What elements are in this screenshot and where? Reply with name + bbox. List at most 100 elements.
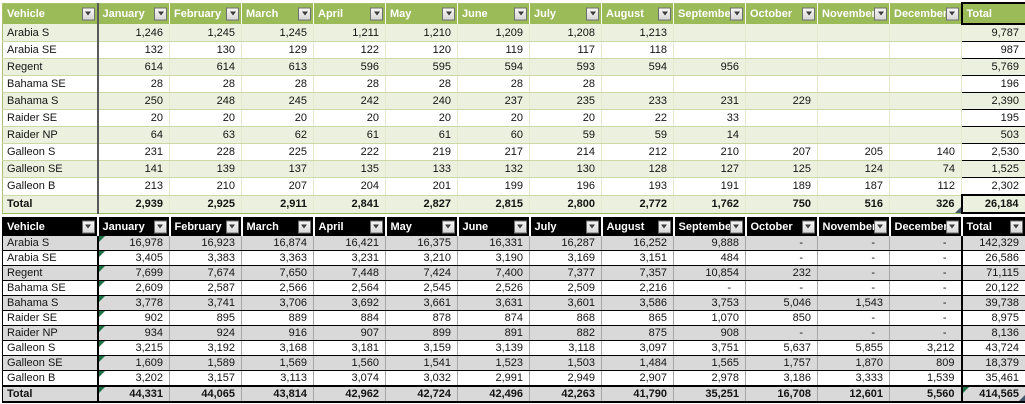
month-value-cell[interactable]: - — [889, 250, 962, 266]
month-value-cell[interactable]: 28 — [313, 75, 386, 93]
month-value-cell[interactable]: 907 — [313, 325, 386, 341]
month-value-cell[interactable]: 10,854 — [673, 265, 746, 281]
month-value-cell[interactable]: - — [745, 235, 818, 251]
vehicle-name-cell[interactable]: Arabia SE — [2, 250, 99, 266]
month-value-cell[interactable]: 1,541 — [385, 355, 458, 371]
month-value-cell[interactable]: 3,151 — [601, 250, 674, 266]
filter-dropdown-button[interactable] — [585, 220, 599, 234]
row-total-cell[interactable]: 9,787 — [961, 23, 1025, 42]
month-value-cell[interactable]: - — [745, 325, 818, 341]
month-value-cell[interactable]: 2,566 — [241, 280, 314, 296]
month-value-cell[interactable] — [889, 58, 962, 76]
filter-dropdown-button[interactable] — [730, 7, 743, 21]
vehicle-name-cell[interactable]: Bahama SE — [2, 280, 99, 296]
month-value-cell[interactable]: 231 — [673, 92, 746, 110]
month-value-cell[interactable]: 12,601 — [817, 385, 890, 403]
filter-dropdown-button[interactable] — [513, 220, 527, 234]
month-value-cell[interactable]: 614 — [97, 58, 170, 76]
vehicle-name-cell[interactable]: Galleon S — [2, 340, 99, 356]
vehicle-name-cell[interactable]: Bahama S — [2, 92, 99, 110]
month-value-cell[interactable] — [745, 24, 818, 42]
month-value-cell[interactable]: 2,911 — [241, 194, 314, 214]
month-value-cell[interactable]: 59 — [601, 126, 674, 144]
month-value-cell[interactable]: 127 — [673, 160, 746, 178]
row-total-cell[interactable]: 8,136 — [960, 325, 1025, 341]
month-value-cell[interactable]: 2,526 — [457, 280, 530, 296]
month-value-cell[interactable]: 7,699 — [97, 265, 170, 281]
month-value-cell[interactable]: 1,070 — [673, 310, 746, 326]
month-value-cell[interactable]: 210 — [673, 143, 746, 161]
month-value-cell[interactable]: 2,545 — [385, 280, 458, 296]
month-value-cell[interactable]: 594 — [601, 58, 674, 76]
row-total-cell[interactable]: 2,390 — [961, 92, 1025, 110]
month-value-cell[interactable]: 1,609 — [97, 355, 170, 371]
month-value-cell[interactable]: 868 — [529, 310, 602, 326]
month-value-cell[interactable]: 596 — [313, 58, 386, 76]
row-total-cell[interactable]: 18,379 — [960, 355, 1025, 371]
month-value-cell[interactable]: 1,245 — [169, 24, 242, 42]
month-value-cell[interactable] — [745, 109, 818, 127]
month-value-cell[interactable]: 884 — [313, 310, 386, 326]
month-value-cell[interactable]: 44,331 — [97, 385, 170, 403]
month-value-cell[interactable]: 28 — [529, 75, 602, 93]
month-value-cell[interactable]: 207 — [745, 143, 818, 161]
month-value-cell[interactable]: 133 — [385, 160, 458, 178]
month-value-cell[interactable]: 3,139 — [457, 340, 530, 356]
month-value-cell[interactable]: 217 — [457, 143, 530, 161]
filter-dropdown-button[interactable] — [81, 7, 95, 21]
month-value-cell[interactable]: 119 — [457, 41, 530, 59]
month-value-cell[interactable]: 902 — [97, 310, 170, 326]
month-value-cell[interactable]: 878 — [385, 310, 458, 326]
month-value-cell[interactable]: 1,539 — [889, 370, 962, 387]
vehicle-name-cell[interactable]: Bahama SE — [2, 75, 99, 93]
month-value-cell[interactable]: - — [889, 310, 962, 326]
month-value-cell[interactable]: 750 — [745, 194, 818, 214]
month-value-cell[interactable]: 3,586 — [601, 295, 674, 311]
month-value-cell[interactable]: 60 — [457, 126, 530, 144]
month-value-cell[interactable]: 614 — [169, 58, 242, 76]
month-value-cell[interactable]: 5,855 — [817, 340, 890, 356]
month-value-cell[interactable]: 899 — [385, 325, 458, 341]
month-value-cell[interactable] — [889, 75, 962, 93]
vehicle-name-cell[interactable]: Arabia S — [2, 235, 99, 251]
vehicle-name-cell[interactable]: Regent — [2, 265, 99, 281]
month-value-cell[interactable]: 594 — [457, 58, 530, 76]
vehicle-name-cell[interactable]: Raider SE — [2, 310, 99, 326]
month-value-cell[interactable]: 484 — [673, 250, 746, 266]
month-value-cell[interactable]: 191 — [673, 177, 746, 196]
month-value-cell[interactable]: 229 — [745, 92, 818, 110]
month-value-cell[interactable]: 141 — [97, 160, 170, 178]
row-total-cell[interactable]: 39,738 — [960, 295, 1025, 311]
month-value-cell[interactable]: 956 — [673, 58, 746, 76]
month-value-cell[interactable]: 62 — [241, 126, 314, 144]
month-value-cell[interactable]: 212 — [601, 143, 674, 161]
month-value-cell[interactable]: 882 — [529, 325, 602, 341]
month-value-cell[interactable]: 44,065 — [169, 385, 242, 403]
row-total-cell[interactable]: 5,769 — [961, 58, 1025, 76]
filter-dropdown-button[interactable] — [945, 7, 959, 21]
month-value-cell[interactable]: 14 — [673, 126, 746, 144]
month-value-cell[interactable] — [745, 58, 818, 76]
row-total-cell[interactable]: 26,586 — [960, 250, 1025, 266]
month-value-cell[interactable]: 122 — [313, 41, 386, 59]
month-value-cell[interactable]: 3,169 — [529, 250, 602, 266]
month-value-cell[interactable]: 1,523 — [457, 355, 530, 371]
month-value-cell[interactable]: 222 — [313, 143, 386, 161]
vehicle-name-cell[interactable]: Bahama S — [2, 295, 99, 311]
month-value-cell[interactable]: 204 — [313, 177, 386, 196]
month-value-cell[interactable]: 237 — [457, 92, 530, 110]
month-value-cell[interactable]: 3,363 — [241, 250, 314, 266]
month-value-cell[interactable]: 3,692 — [313, 295, 386, 311]
month-value-cell[interactable]: - — [889, 235, 962, 251]
month-value-cell[interactable]: 1,543 — [817, 295, 890, 311]
month-value-cell[interactable]: 2,800 — [529, 194, 602, 214]
vehicle-name-cell[interactable]: Galleon B — [2, 177, 99, 196]
filter-dropdown-button[interactable] — [298, 7, 311, 21]
month-value-cell[interactable]: - — [817, 325, 890, 341]
month-value-cell[interactable]: 7,674 — [169, 265, 242, 281]
month-value-cell[interactable]: 130 — [169, 41, 242, 59]
row-total-cell[interactable]: 43,724 — [960, 340, 1025, 356]
month-value-cell[interactable]: 5,637 — [745, 340, 818, 356]
vehicle-name-cell[interactable]: Galleon SE — [2, 160, 99, 178]
month-value-cell[interactable]: 59 — [529, 126, 602, 144]
